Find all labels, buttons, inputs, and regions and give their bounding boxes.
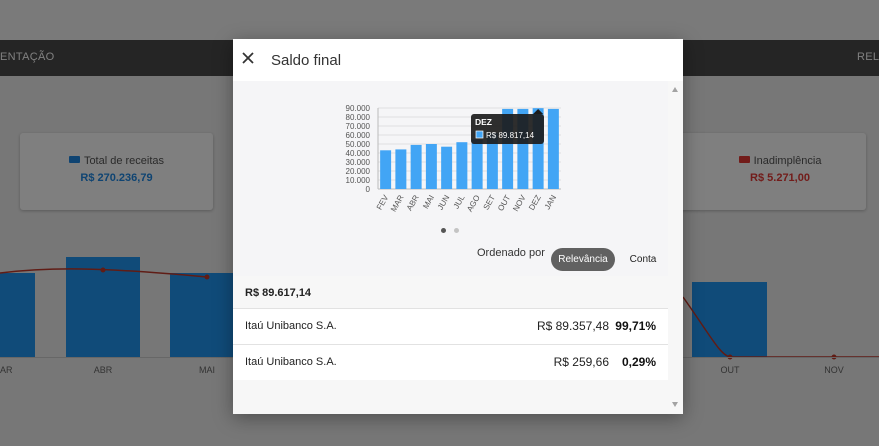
chart-bar[interactable] bbox=[456, 142, 468, 189]
chart-bar[interactable] bbox=[547, 108, 559, 189]
close-icon bbox=[242, 52, 254, 64]
tooltip-title: DEZ bbox=[475, 117, 492, 127]
carousel-pager bbox=[233, 225, 668, 235]
saldo-bar-chart: 010.00020.00030.00040.00050.00060.00070.… bbox=[346, 104, 561, 214]
y-tick-label: 0 bbox=[366, 185, 371, 194]
total-value: R$ 89.617,14 bbox=[245, 287, 312, 299]
pager-dot[interactable] bbox=[454, 228, 459, 233]
dialog-scrollbar[interactable] bbox=[668, 81, 683, 414]
y-tick-label: 90.000 bbox=[346, 104, 371, 113]
chart-carousel: 0 10.000 20.000 30.000 40.000 50.000 60.000 70.… bbox=[233, 81, 668, 276]
chart-bar[interactable] bbox=[517, 108, 529, 189]
scroll-down-arrow-icon[interactable] bbox=[672, 402, 678, 407]
y-tick-label: 30.000 bbox=[346, 158, 371, 167]
chart-bar[interactable] bbox=[471, 139, 483, 190]
y-tick-label: 70.000 bbox=[346, 122, 371, 131]
chart-bar[interactable] bbox=[395, 149, 407, 189]
chart-tooltip bbox=[471, 114, 544, 144]
y-tick-label: 80.000 bbox=[346, 113, 371, 122]
account-percent: 99,71% bbox=[615, 319, 656, 333]
dialog-title: Saldo final bbox=[271, 52, 342, 69]
account-row[interactable]: Itaú Unibanco S.A. R$ 259,66 0,29% bbox=[233, 344, 668, 380]
y-tick-label: 10.000 bbox=[346, 176, 371, 185]
account-name: Itaú Unibanco S.A. bbox=[245, 320, 337, 332]
order-relevancia-button[interactable]: Relevância bbox=[551, 248, 615, 271]
chart-bar[interactable] bbox=[410, 144, 422, 189]
tooltip-value: R$ 89.817,14 bbox=[486, 131, 535, 140]
dialog-body: 0 10.000 20.000 30.000 40.000 50.000 60.000 70.… bbox=[233, 81, 683, 414]
chart-bar[interactable] bbox=[532, 108, 544, 189]
x-tick-label: JUL bbox=[452, 193, 467, 210]
x-tick-label: MAI bbox=[421, 194, 436, 211]
total-row: R$ 89.617,14 bbox=[233, 276, 668, 311]
chart-bar[interactable] bbox=[425, 144, 437, 189]
x-tick-label: ABR bbox=[405, 193, 421, 212]
chart-bar[interactable] bbox=[441, 146, 453, 189]
x-tick-label: AGO bbox=[465, 194, 482, 214]
dialog-header: Saldo final bbox=[233, 39, 683, 81]
tooltip-swatch bbox=[475, 130, 484, 139]
x-tick-label: NOV bbox=[511, 193, 528, 213]
x-tick-label: OUT bbox=[496, 193, 512, 212]
x-tick-label: MAR bbox=[389, 193, 406, 213]
y-tick-label: 60.000 bbox=[346, 131, 371, 140]
y-tick-label: 50.000 bbox=[346, 140, 371, 149]
chart-bar[interactable] bbox=[486, 133, 498, 189]
chart-bar[interactable] bbox=[380, 150, 392, 189]
order-by-label: Ordenado por bbox=[477, 247, 545, 259]
close-button[interactable] bbox=[239, 49, 257, 67]
y-tick-label: 20.000 bbox=[346, 167, 371, 176]
account-row[interactable]: Itaú Unibanco S.A. R$ 89.357,48 99,71% bbox=[233, 308, 668, 344]
y-tick-label: 40.000 bbox=[346, 149, 371, 158]
account-amount: R$ 89.357,48 bbox=[536, 319, 609, 333]
account-percent: 0,29% bbox=[621, 355, 656, 369]
x-tick-label: JUN bbox=[436, 193, 452, 211]
tooltip-pointer bbox=[533, 109, 544, 114]
account-name: Itaú Unibanco S.A. bbox=[245, 356, 337, 368]
saldo-final-dialog: Saldo final 0 10.000 20.000 30.000 40.000 50.… bbox=[233, 39, 683, 414]
x-tick-label: DEZ bbox=[527, 193, 543, 211]
x-tick-label: SET bbox=[482, 193, 498, 211]
scroll-up-arrow-icon[interactable] bbox=[672, 87, 678, 92]
order-conta-button[interactable]: Conta bbox=[629, 254, 657, 265]
account-amount: R$ 259,66 bbox=[553, 355, 609, 369]
chart-bar[interactable] bbox=[502, 108, 514, 189]
pager-dot-active[interactable] bbox=[441, 228, 446, 233]
x-tick-label: JAN bbox=[543, 193, 558, 211]
